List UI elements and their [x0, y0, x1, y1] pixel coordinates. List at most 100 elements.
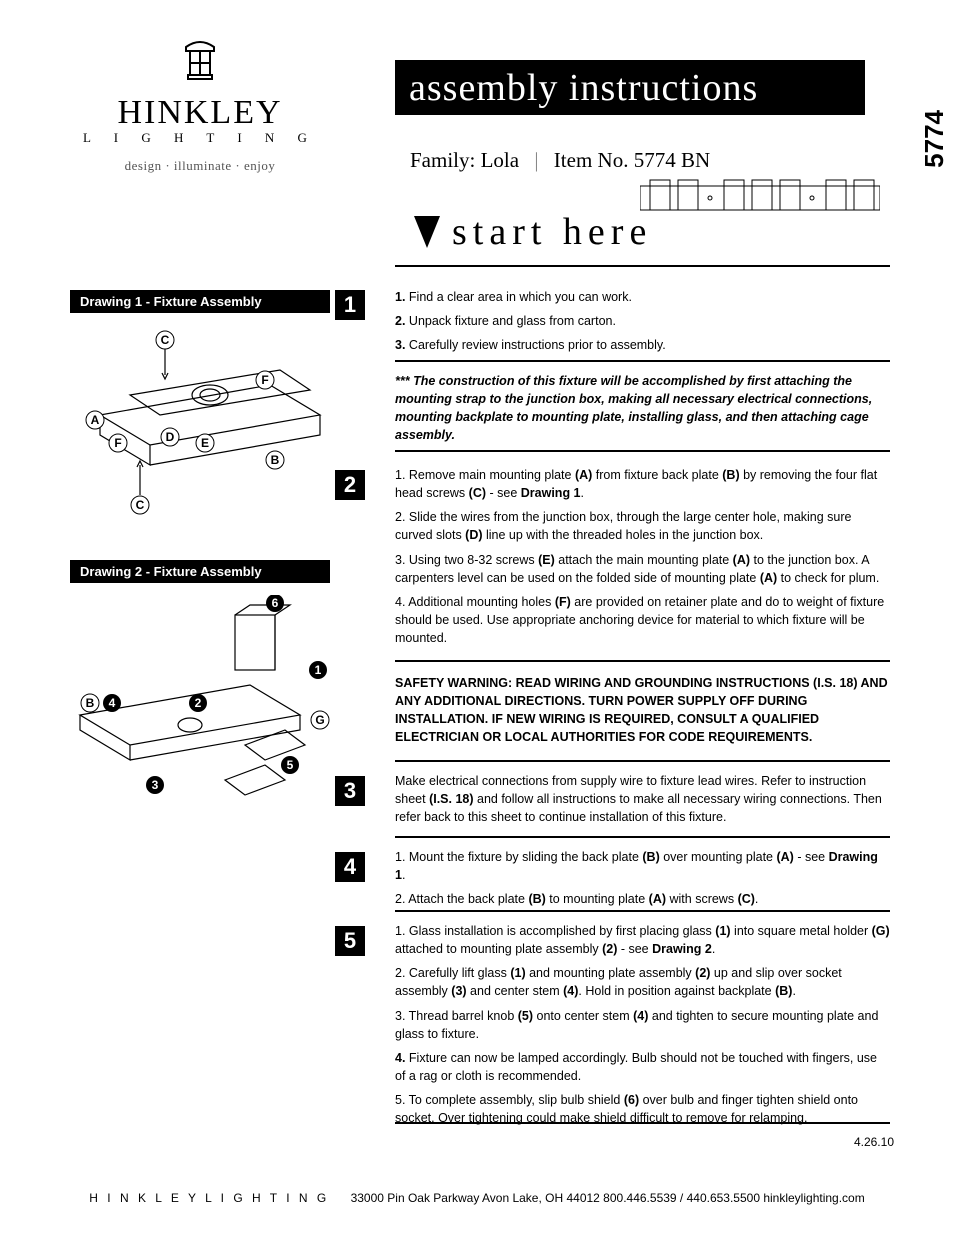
- page-title: assembly instructions: [395, 60, 865, 115]
- t: (1): [715, 924, 730, 938]
- family-value: Lola: [481, 148, 519, 172]
- t: (5): [518, 1009, 533, 1023]
- t: to mounting plate: [546, 892, 649, 906]
- t: 3. Thread barrel knob: [395, 1009, 518, 1023]
- footer-details: 33000 Pin Oak Parkway Avon Lake, OH 4401…: [351, 1191, 865, 1205]
- drawing1-label: Drawing 1 - Fixture Assembly: [70, 290, 330, 313]
- family-label: Family:: [410, 148, 475, 172]
- t: (4): [633, 1009, 648, 1023]
- down-arrow-icon: [410, 212, 444, 252]
- svg-text:C: C: [161, 333, 170, 347]
- t: (2): [602, 942, 617, 956]
- t: with screws: [666, 892, 738, 906]
- svg-text:F: F: [261, 373, 268, 387]
- t: over mounting plate: [660, 850, 777, 864]
- t: line up with the threaded holes in the j…: [483, 528, 764, 542]
- fixture-outline-icon: [640, 178, 880, 218]
- t: into square metal holder: [731, 924, 872, 938]
- divider: [395, 660, 890, 662]
- brand-sub: L I G H T I N G: [70, 130, 330, 146]
- t: attached to mounting plate assembly: [395, 942, 602, 956]
- t: (1): [510, 966, 525, 980]
- t: (A): [575, 468, 592, 482]
- svg-text:F: F: [114, 436, 121, 450]
- start-here-heading: start here: [410, 210, 652, 254]
- drawing2-figure: 6 1 B 4 2 G 5 3: [70, 595, 330, 825]
- lantern-icon: [170, 35, 230, 85]
- separator: |: [534, 148, 538, 172]
- t: (A): [776, 850, 793, 864]
- construction-note: *** The construction of this fixture wil…: [395, 372, 890, 445]
- svg-text:B: B: [86, 696, 95, 710]
- safety-warning: SAFETY WARNING: READ WIRING AND GROUNDIN…: [395, 674, 890, 747]
- t: - see: [794, 850, 829, 864]
- t: 5. To complete assembly, slip bulb shiel…: [395, 1093, 624, 1107]
- t: (2): [695, 966, 710, 980]
- svg-text:C: C: [136, 498, 145, 512]
- t: to check for plum.: [777, 571, 879, 585]
- t: Drawing 1: [521, 486, 581, 500]
- divider: [395, 910, 890, 912]
- t: 3. Using two 8-32 screws: [395, 553, 538, 567]
- svg-text:5: 5: [287, 758, 294, 772]
- t: (B): [528, 892, 545, 906]
- svg-text:E: E: [201, 436, 209, 450]
- svg-text:D: D: [166, 430, 175, 444]
- t: (B): [722, 468, 739, 482]
- start-here-text: start here: [452, 210, 652, 254]
- brand-tagline: design · illuminate · enjoy: [70, 158, 330, 174]
- t: .: [581, 486, 584, 500]
- revision-date: 4.26.10: [854, 1135, 894, 1149]
- t: .: [792, 984, 795, 998]
- t: .: [712, 942, 715, 956]
- t: (C): [738, 892, 755, 906]
- svg-text:4: 4: [109, 696, 116, 710]
- t: (B): [642, 850, 659, 864]
- t: (3): [451, 984, 466, 998]
- t: (A): [649, 892, 666, 906]
- divider: [395, 360, 890, 362]
- step-badge-5: 5: [335, 926, 365, 956]
- svg-text:6: 6: [272, 596, 279, 610]
- step4-body: 1. Mount the fixture by sliding the back…: [395, 848, 890, 914]
- page-footer: H I N K L E Y L I G H T I N G 33000 Pin …: [0, 1191, 954, 1205]
- t: (I.S. 18): [429, 792, 473, 806]
- t: 2. Attach the back plate: [395, 892, 528, 906]
- step-badge-3: 3: [335, 776, 365, 806]
- t: - see: [486, 486, 521, 500]
- t: 1. Glass installation is accomplished by…: [395, 924, 715, 938]
- step2-body: 1. Remove main mounting plate (A) from f…: [395, 466, 890, 653]
- svg-text:G: G: [315, 713, 324, 727]
- t: (C): [469, 486, 486, 500]
- svg-text:2: 2: [195, 696, 202, 710]
- t: .: [402, 868, 405, 882]
- divider: [395, 450, 890, 452]
- t: (B): [775, 984, 792, 998]
- step5-body: 1. Glass installation is accomplished by…: [395, 922, 890, 1133]
- t: (E): [538, 553, 555, 567]
- divider: [395, 1122, 890, 1124]
- t: 4. Fixture can now be lamped accordingly…: [395, 1049, 890, 1085]
- step-badge-1: 1: [335, 290, 365, 320]
- t: onto center stem: [533, 1009, 633, 1023]
- step-badge-2: 2: [335, 470, 365, 500]
- footer-brand: H I N K L E Y L I G H T I N G: [89, 1191, 329, 1205]
- divider: [395, 836, 890, 838]
- t: .: [755, 892, 758, 906]
- drawings-column: Drawing 1 - Fixture Assembly C A D E F F…: [70, 290, 330, 860]
- t: (6): [624, 1093, 639, 1107]
- svg-text:3: 3: [152, 778, 159, 792]
- item-value: 5774 BN: [634, 148, 710, 172]
- t: - see: [617, 942, 652, 956]
- t: 2. Carefully lift glass: [395, 966, 510, 980]
- drawing1-figure: C A D E F F B C: [70, 325, 330, 525]
- t: and mounting plate assembly: [526, 966, 696, 980]
- step1-body: 1. Find a clear area in which you can wo…: [395, 288, 890, 360]
- family-item-line: Family: Lola | Item No. 5774 BN: [410, 148, 710, 173]
- t: (A): [760, 571, 777, 585]
- t: 1. Mount the fixture by sliding the back…: [395, 850, 642, 864]
- brand-logo-block: HINKLEY L I G H T I N G design · illumin…: [70, 35, 330, 174]
- svg-text:B: B: [271, 453, 280, 467]
- model-number-vertical: 5774: [919, 110, 950, 168]
- divider: [395, 760, 890, 762]
